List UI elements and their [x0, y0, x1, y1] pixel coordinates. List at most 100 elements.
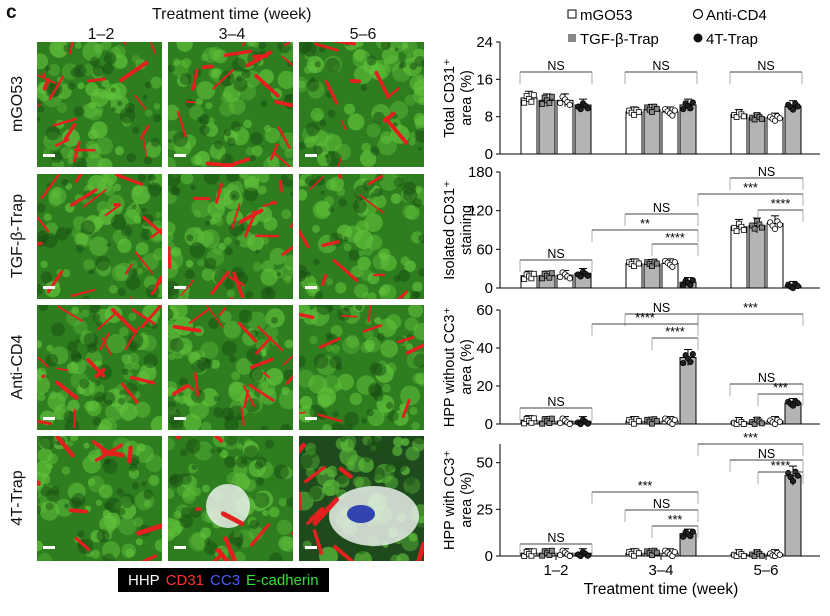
data-point: [771, 225, 779, 233]
y-tick-label: 24: [476, 34, 493, 51]
row-label-tgfb-trap: TGF-β-Trap: [9, 193, 26, 279]
y-tick-label: 8: [485, 109, 493, 126]
data-point: [758, 224, 765, 231]
y-tick-label: 40: [476, 340, 493, 357]
row-label-4t-trap: 4T-Trap: [9, 470, 26, 526]
data-point: [758, 115, 765, 122]
data-point: [635, 418, 642, 425]
bar: [784, 475, 802, 557]
y-tick-label: 60: [476, 302, 493, 319]
data-point: [680, 106, 687, 113]
significance-label: ***: [668, 513, 683, 527]
row-label-anti-cd4: Anti-CD4: [9, 334, 26, 400]
bar: [730, 226, 748, 289]
bar: [574, 104, 592, 155]
legend-tgfb-trap-label: TGF-β-Trap: [580, 31, 659, 48]
significance-label: ***: [638, 479, 653, 493]
micrograph-tile: [168, 305, 293, 430]
data-point: [789, 106, 797, 113]
data-point: [530, 548, 537, 555]
stain-label-hhp: HHP: [128, 571, 160, 589]
data-point: [733, 227, 740, 234]
significance-label: ***: [773, 381, 788, 395]
bar: [748, 224, 766, 289]
data-point: [687, 105, 694, 112]
y-tick-label: 60: [476, 241, 493, 258]
stain-label-cc3: CC3: [210, 571, 241, 589]
data-point: [653, 106, 660, 112]
data-point: [758, 420, 765, 427]
data-point: [733, 114, 740, 120]
significance-label: ****: [665, 325, 685, 339]
data-point: [584, 105, 591, 112]
data-point: [740, 553, 747, 559]
column-label-3: 5–6: [349, 26, 377, 43]
data-point: [776, 221, 783, 228]
data-point: [794, 103, 801, 110]
significance-label: NS: [652, 59, 669, 73]
data-point: [740, 226, 747, 233]
stain-legend: HHP CD31 CC3 E-cadherin: [118, 568, 329, 592]
data-point: [557, 99, 564, 107]
data-point: [751, 225, 758, 232]
data-point: [584, 272, 591, 279]
significance-label: ***: [743, 301, 758, 315]
bar: [520, 97, 538, 155]
significance-label: NS: [547, 59, 564, 73]
significance-label: ****: [665, 231, 685, 245]
data-point: [546, 100, 553, 106]
data-point: [635, 550, 642, 557]
y-tick-label: 0: [485, 146, 493, 163]
micrograph-tile: [168, 42, 293, 167]
legend-anti-cd4-label: Anti-CD4: [706, 7, 767, 24]
significance-label: NS: [653, 301, 670, 315]
data-point: [566, 275, 573, 282]
legend-4t-trap-label: 4T-Trap: [706, 31, 758, 48]
micrograph-tile: [37, 42, 162, 167]
significance-label: ***: [743, 431, 758, 445]
data-point: [548, 415, 555, 422]
row-label-mgo53: mGO53: [9, 75, 26, 133]
bar: [661, 111, 679, 155]
data-point: [740, 113, 747, 120]
data-point: [530, 270, 537, 277]
y-tick-label: 0: [485, 280, 493, 297]
data-point: [548, 547, 555, 554]
data-point: [789, 478, 797, 485]
significance-label: NS: [757, 59, 774, 73]
bar: [679, 104, 697, 155]
significance-label: **: [640, 217, 650, 231]
data-point: [794, 282, 801, 290]
stain-label-cd31: CD31: [165, 571, 205, 589]
x-axis-label: Treatment time (week): [584, 581, 738, 598]
y-tick-label: 120: [468, 203, 493, 220]
micrograph-tile: [299, 305, 424, 430]
legend-mgo53-label: mGO53: [580, 7, 633, 24]
legend-tgfb-trap-marker: [568, 34, 576, 42]
micrograph-tile: [37, 174, 162, 299]
micrograph-tile: [37, 305, 162, 430]
y-tick-label: 0: [485, 548, 493, 565]
panel-letter: c: [6, 2, 17, 23]
legend-4t-trap-marker: [693, 33, 703, 43]
y-axis-label-line2: area (%): [459, 472, 475, 528]
significance-label: ****: [771, 459, 791, 473]
data-point: [653, 418, 660, 424]
micrograph-tile: [168, 174, 293, 299]
data-point: [671, 548, 678, 556]
data-point: [539, 101, 546, 107]
data-point: [794, 472, 801, 479]
bar: [643, 109, 661, 155]
data-point: [671, 107, 678, 114]
significance-label: NS: [653, 201, 670, 215]
data-point: [566, 420, 573, 428]
significance-label: NS: [758, 371, 775, 385]
column-label-2: 3–4: [218, 26, 246, 43]
bar: [679, 357, 697, 425]
y-axis-label-line2: staining: [459, 205, 475, 255]
data-point: [635, 109, 642, 115]
data-point: [687, 358, 694, 366]
data-point: [740, 421, 747, 427]
data-point: [653, 260, 660, 267]
data-point: [530, 92, 537, 99]
